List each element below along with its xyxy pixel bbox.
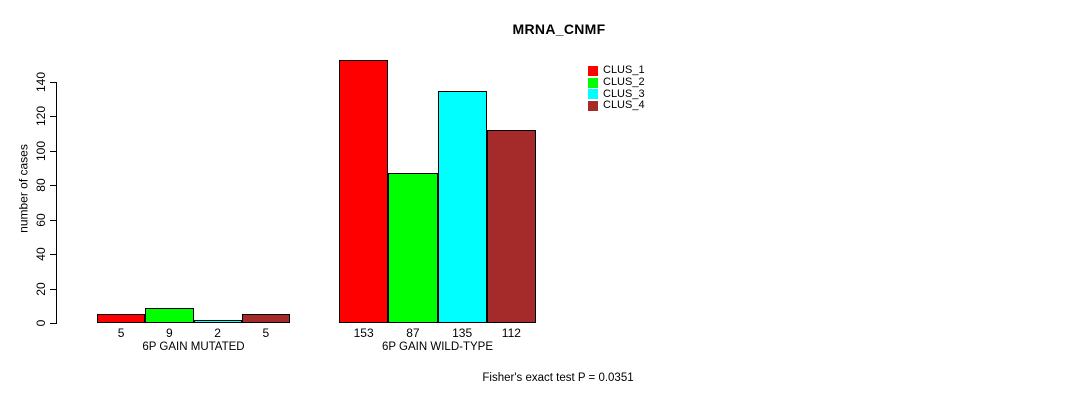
y-tick-mark <box>50 150 57 152</box>
bar-value-label: 87 <box>406 326 420 340</box>
chart-title: MRNA_CNMF <box>512 21 606 37</box>
y-tick-label: 40 <box>34 247 48 261</box>
y-axis-title: number of cases <box>16 144 31 233</box>
y-tick-mark <box>50 185 57 187</box>
y-tick-label: 100 <box>34 140 48 161</box>
legend-entry-clus_1: CLUS_1 <box>588 65 645 77</box>
y-tick-mark <box>50 219 57 221</box>
bar-clus_2 <box>145 307 194 323</box>
bar-value-label: 5 <box>262 326 270 340</box>
bar-clus_1 <box>339 59 389 323</box>
y-tick-label: 60 <box>34 213 48 227</box>
y-tick-mark <box>50 323 57 324</box>
y-tick-label: 80 <box>34 178 48 192</box>
bar-clus_4 <box>241 314 290 323</box>
legend-label: CLUS_3 <box>603 87 645 100</box>
y-tick-label: 120 <box>34 106 48 127</box>
y-tick-label: 140 <box>34 71 48 93</box>
legend: CLUS_1 CLUS_2 CLUS_3 CLUS_4 <box>588 65 645 112</box>
legend-entry-clus_4: CLUS_4 <box>588 100 645 112</box>
bar-value-label: 112 <box>501 326 521 340</box>
y-tick-mark <box>50 82 57 83</box>
bar-value-label: 9 <box>166 326 173 340</box>
legend-swatch-icon <box>588 77 598 88</box>
bar-clus_3 <box>193 319 242 323</box>
legend-swatch-icon <box>588 89 598 100</box>
fisher-test-annotation: Fisher's exact test P = 0.0351 <box>482 372 634 384</box>
y-tick-label: 20 <box>34 281 48 296</box>
bar-value-label: 135 <box>452 326 473 340</box>
legend-label: CLUS_2 <box>603 76 645 89</box>
legend-swatch-icon <box>588 100 598 111</box>
bar-value-label: 2 <box>214 326 221 340</box>
legend-entry-clus_2: CLUS_2 <box>588 77 645 89</box>
y-tick-mark <box>50 288 57 290</box>
legend-label: CLUS_1 <box>603 64 645 77</box>
bar-clus_1 <box>97 314 146 323</box>
bar-value-label: 153 <box>353 326 374 340</box>
group-label: 6P GAIN MUTATED <box>142 341 245 353</box>
legend-swatch-icon <box>588 65 598 76</box>
legend-entry-clus_3: CLUS_3 <box>588 88 645 100</box>
bar-value-label: 5 <box>117 326 125 340</box>
y-tick-mark <box>50 254 57 256</box>
bar-clus_3 <box>437 90 487 323</box>
bar-clus_2 <box>388 173 438 323</box>
group-label: 6P GAIN WILD-TYPE <box>382 341 493 353</box>
legend-label: CLUS_4 <box>603 99 645 112</box>
y-tick-label: 0 <box>34 319 48 327</box>
y-axis-line <box>56 82 57 324</box>
bar-clus_4 <box>486 130 536 323</box>
y-tick-mark <box>50 116 57 118</box>
